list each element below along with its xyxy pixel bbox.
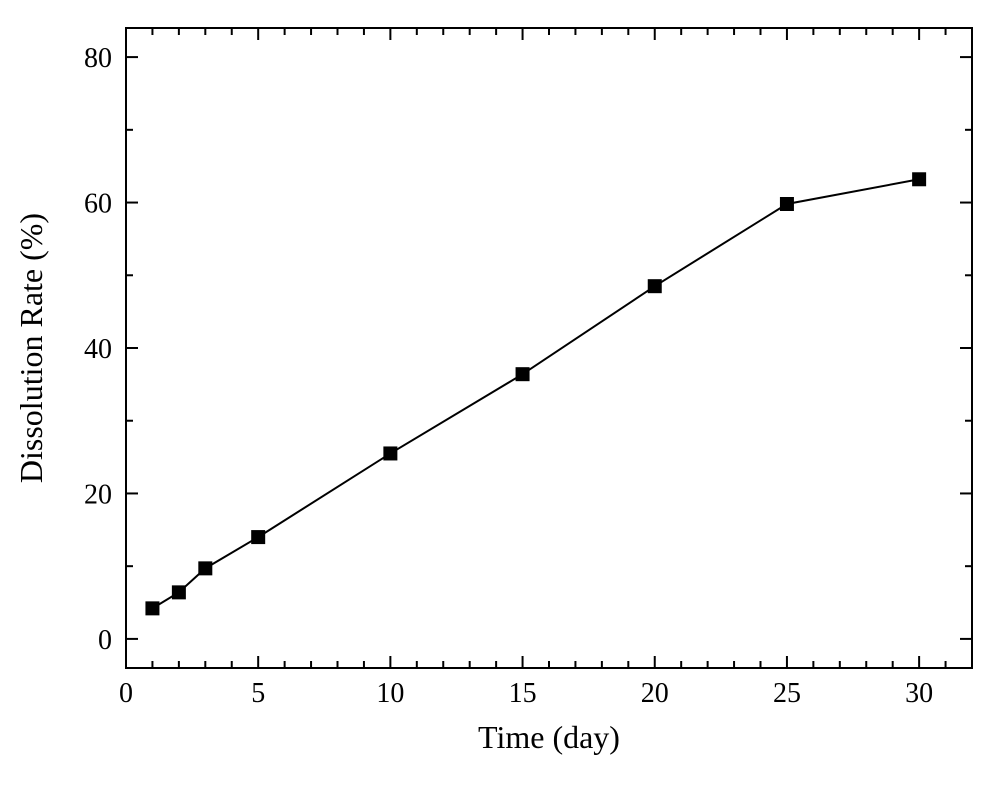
y-tick-label: 60 <box>84 189 112 220</box>
chart-svg: 0 5 10 15 20 25 30 0 20 40 60 80 Time (day) Dissoluti… <box>0 0 1000 787</box>
series-marker-dissolution-rate <box>172 585 186 599</box>
y-axis-title: Dissolution Rate (%) <box>13 213 49 483</box>
series-marker-dissolution-rate <box>516 367 530 381</box>
x-axis-title: Time (day) <box>478 719 620 755</box>
series-line-dissolution-rate <box>152 179 919 608</box>
x-tick-label: 0 <box>119 678 133 709</box>
x-tick-label: 20 <box>641 678 669 709</box>
series-marker-dissolution-rate <box>780 197 794 211</box>
series-marker-dissolution-rate <box>912 172 926 186</box>
x-tick-label: 15 <box>509 678 537 709</box>
chart-container: 0 5 10 15 20 25 30 0 20 40 60 80 Time (day) Dissoluti… <box>0 0 1000 787</box>
y-tick-label: 40 <box>84 334 112 365</box>
y-tick-label: 80 <box>84 43 112 74</box>
y-tick-label: 20 <box>84 479 112 510</box>
x-tick-label: 25 <box>773 678 801 709</box>
x-tick-label: 10 <box>376 678 404 709</box>
plot-border <box>126 28 972 668</box>
x-tick-label: 5 <box>251 678 265 709</box>
series-marker-dissolution-rate <box>648 279 662 293</box>
series-marker-dissolution-rate <box>251 530 265 544</box>
series-marker-dissolution-rate <box>198 561 212 575</box>
x-tick-label: 30 <box>905 678 933 709</box>
series-marker-dissolution-rate <box>145 601 159 615</box>
series-marker-dissolution-rate <box>383 446 397 460</box>
y-tick-label: 0 <box>98 625 112 656</box>
